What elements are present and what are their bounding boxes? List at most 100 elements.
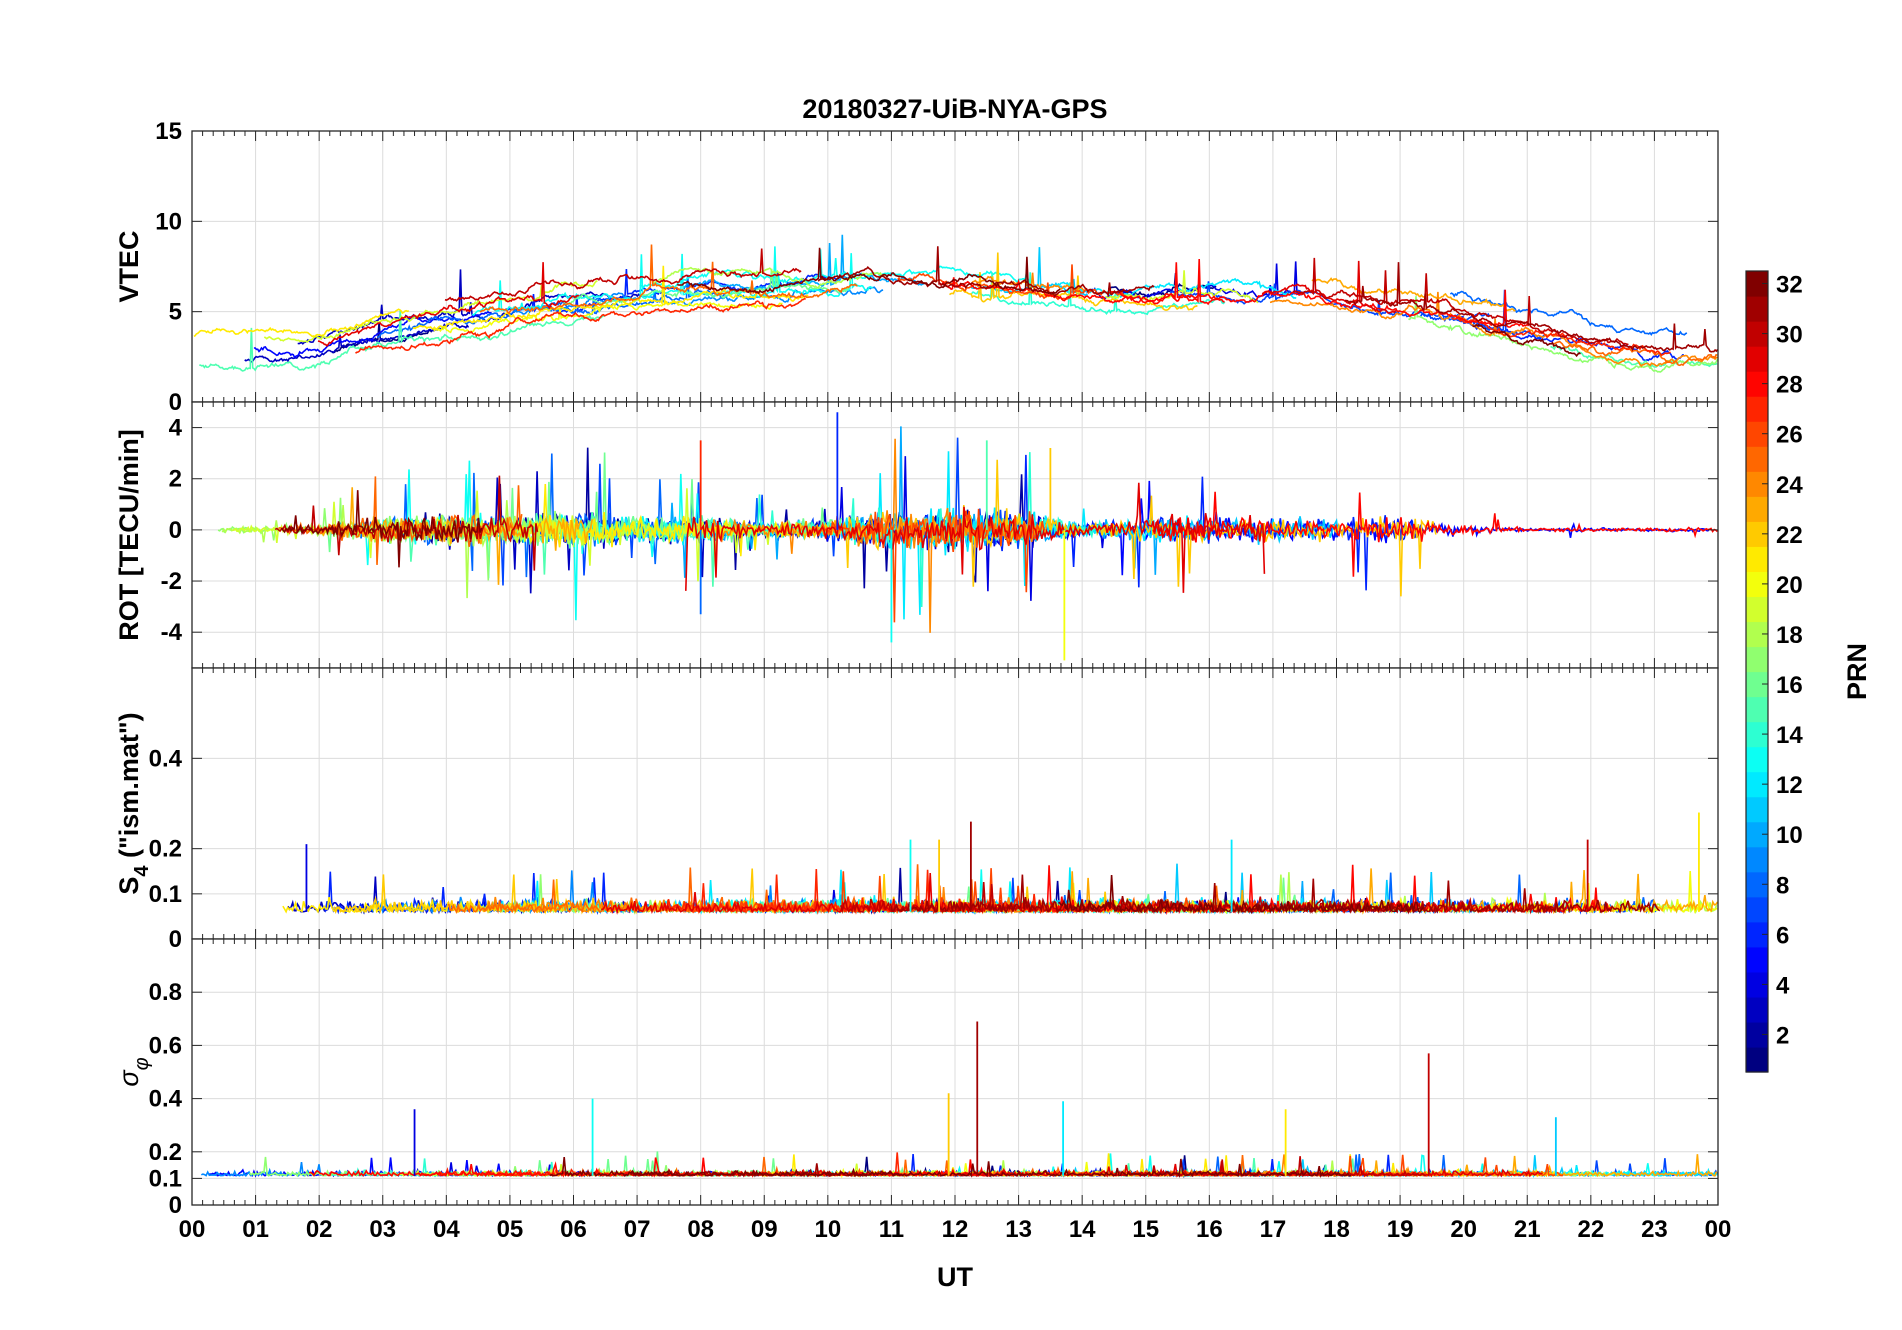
x-ticks [191,668,1719,939]
vtec-trace-prn-17 [1408,296,1718,373]
colorbar-swatch [1746,321,1768,347]
colorbar-tick-label: 18 [1776,622,1803,649]
panel-sigma_phi: 00.10.2 0.4 0.6 0.8 σφ [114,938,1719,1219]
colorbar-tick-label: 10 [1776,822,1803,849]
vtec-trace-prn-21 [193,308,410,338]
vtec-trace-prn-32 [1471,323,1581,358]
colorbar-tick-label: 8 [1776,872,1789,899]
colorbar-tick-label: 6 [1776,922,1789,949]
x-tick-label: 06 [560,1216,587,1243]
colorbar-tick-label: 30 [1776,322,1803,349]
y-tick-label: -2 [161,568,182,595]
vtec-trace-prn-31 [1344,262,1718,353]
colorbar-swatch [1746,921,1768,948]
y-tick-label: 0 [169,517,182,544]
rot-trace-prn-28 [1152,491,1718,577]
x-tick-label: 16 [1196,1216,1223,1243]
colorbar-swatch [1746,621,1768,648]
colorbar-tick-label: 14 [1776,722,1803,749]
x-ticks [191,939,1719,1205]
vtec-trace-prn-27 [355,297,806,354]
s4-trace-prn-32 [1058,874,1424,915]
vtec-trace-prn-25 [1552,340,1718,367]
x-ticks [191,131,1719,402]
vtec-trace-prn-10 [683,234,924,291]
y-tick-label: 0.4 [149,1086,183,1113]
y-tick-label: 15 [155,118,182,145]
x-tick-label: 11 [879,1216,904,1243]
rot-trace-prn-26 [817,508,1046,623]
colorbar-swatch [1746,421,1768,447]
colorbar-tick-label: 28 [1776,372,1803,399]
colorbar-swatch [1746,271,1768,297]
vtec-trace-prn-23 [1311,277,1516,312]
colorbar-tick-label: 20 [1776,572,1803,599]
colorbar-swatch [1746,871,1768,898]
panel-rot: -4 -2 0 2 4 ROT [TECU/min] [114,401,1719,669]
colorbar-swatch [1746,696,1768,723]
x-tick-label: 09 [751,1216,778,1243]
vtec-trace-prn-24 [1269,291,1718,368]
colorbar-tick-label: 24 [1776,472,1803,499]
y-tick-label: 10 [155,208,182,235]
vtec-trace-prn-30 [444,248,802,302]
colorbar-tick-label: 22 [1776,522,1803,549]
colorbar-frame [1745,270,1769,1073]
vtec-trace-prn-22 [949,252,1198,311]
colorbar-swatch [1746,471,1768,497]
y-tick-label: 0.2 [149,1139,182,1166]
y-tick-label: 5 [169,299,182,326]
figure-title: 20180327-UiB-NYA-GPS [802,94,1107,124]
vtec-trace-prn-15 [199,309,606,372]
x-tick-label: 08 [687,1216,714,1243]
x-tick-label: 17 [1260,1216,1287,1243]
vtec-trace-prn-30 [1292,257,1629,346]
x-axis-label: UT [937,1262,973,1292]
y-tick-label: 2 [169,466,182,493]
rot-trace-prn-32 [280,490,483,568]
colorbar-swatch [1746,671,1768,698]
x-tick-label: 14 [1069,1216,1096,1243]
vtec-trace-prn-32 [676,247,1061,295]
vtec-trace-prn-27 [1451,316,1671,357]
vtec-trace-prn-31 [817,246,1155,298]
colorbar-tick-label: 32 [1776,272,1803,299]
x-tick-label: 19 [1387,1216,1414,1243]
x-tick-label: 21 [1514,1216,1541,1243]
colorbar-swatch [1746,846,1768,873]
vtec-trace-prn-21 [412,265,809,331]
colorbar-swatch [1746,571,1768,598]
y-tick-label: 0.1 [149,1165,182,1192]
colorbar-swatch [1746,721,1768,748]
x-tick-label: 00 [1705,1216,1732,1243]
x-tick-label: 10 [814,1216,841,1243]
sigma_phi-trace-prn-32 [549,1157,1352,1179]
colorbar-swatch [1746,371,1768,397]
colorbar-swatch [1746,771,1768,798]
x-tick-label: 18 [1323,1216,1350,1243]
colorbar-swatch [1746,446,1768,472]
colorbar-swatch [1746,521,1768,547]
colorbar-swatch [1746,596,1768,623]
traces [282,812,1718,916]
vtec-trace-prn-29 [1261,260,1397,314]
x-tick-label: 12 [942,1216,969,1243]
colorbar-swatch [1746,646,1768,673]
s4-trace-prn-31 [889,874,1661,915]
y-axis-label: σφ [114,1057,153,1086]
panel-s4: 0 0.1 0.2 0.4S4 ("ism.mat") [114,667,1719,953]
y-tick-label: -4 [161,619,183,646]
colorbar-swatch [1746,996,1768,1023]
y-tick-label: 4 [169,415,183,442]
colorbar-swatch [1746,1021,1768,1048]
x-tick-label: 03 [369,1216,396,1243]
colorbar-tick-label: 26 [1776,422,1803,449]
x-axis-tick-labels: 00 01 02 03 04 05 06 07 08 09 10 11 12 13 14 15 16 17 18 19… [179,1216,1732,1243]
panel-vtec: 0 5 10 15 VTEC [114,118,1719,416]
colorbar-tick-label: 2 [1776,1022,1789,1049]
rot-trace-prn-30 [274,475,539,571]
y-tick-label: 0.8 [149,979,182,1006]
y-tick-label: 0 [169,926,182,953]
